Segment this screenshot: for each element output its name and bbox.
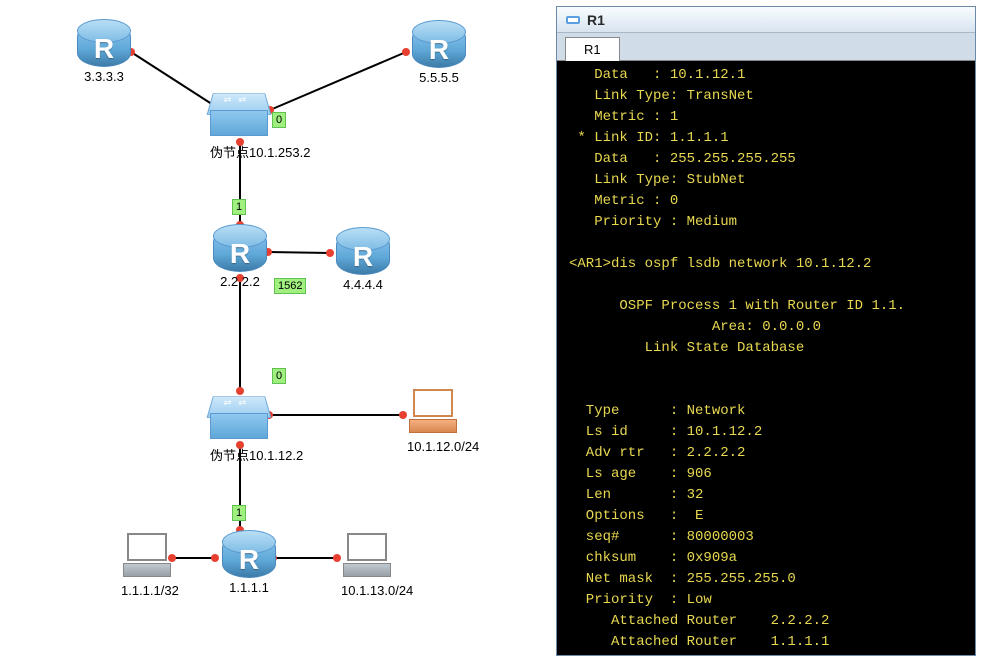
terminal-text: Data : 10.1.12.1 Link Type: TransNet Met…	[569, 65, 963, 653]
router-icon: R	[336, 231, 390, 275]
pc-pc3[interactable]: 10.1.13.0/24	[341, 533, 413, 598]
router-r3[interactable]: R 3.3.3.3	[77, 23, 131, 84]
pc-pc2[interactable]: 1.1.1.1/32	[121, 533, 179, 598]
metric-badge: 0	[272, 368, 286, 384]
metric-badge: 1562	[274, 278, 306, 294]
terminal-output[interactable]: Data : 10.1.12.1 Link Type: TransNet Met…	[557, 61, 975, 655]
router-icon: R	[77, 23, 131, 67]
pc-label: 10.1.12.0/24	[407, 439, 479, 454]
switch-icon: ⇄ ⇄	[210, 88, 268, 140]
router-r5[interactable]: R 5.5.5.5	[412, 24, 466, 85]
router-label: 1.1.1.1	[222, 580, 276, 595]
router-icon: R	[412, 24, 466, 68]
pc-icon	[121, 533, 173, 581]
metric-badge: 1	[232, 505, 246, 521]
router-icon: R	[213, 228, 267, 272]
pc-label: 10.1.13.0/24	[341, 583, 413, 598]
metric-badge: 1	[232, 199, 246, 215]
title-bar[interactable]: R1	[557, 7, 975, 33]
tab-r1[interactable]: R1	[565, 37, 620, 61]
switch-sw2[interactable]: ⇄ ⇄ 伪节点10.1.12.2	[210, 391, 303, 464]
pc-icon	[407, 389, 459, 437]
pc-label: 1.1.1.1/32	[121, 583, 179, 598]
router-label: 5.5.5.5	[412, 70, 466, 85]
metric-badge: 0	[272, 112, 286, 128]
pc-pc1[interactable]: 10.1.12.0/24	[407, 389, 479, 454]
switch-label: 伪节点10.1.12.2	[210, 445, 303, 464]
router-r2[interactable]: R 2.2.2.2	[213, 228, 267, 289]
terminal-window: R1 R1 Data : 10.1.12.1 Link Type: TransN…	[556, 6, 976, 656]
switch-sw1[interactable]: ⇄ ⇄ 伪节点10.1.253.2	[210, 88, 310, 161]
topology-canvas[interactable]: R 3.3.3.3 R 5.5.5.5 R 2.2.2.2 R 4.4.4.4 …	[0, 0, 525, 661]
router-icon: R	[222, 534, 276, 578]
router-r1[interactable]: R 1.1.1.1	[222, 534, 276, 595]
switch-label: 伪节点10.1.253.2	[210, 142, 310, 161]
tab-bar: R1	[557, 33, 975, 61]
switch-icon: ⇄ ⇄	[210, 391, 268, 443]
router-label: 3.3.3.3	[77, 69, 131, 84]
router-r4[interactable]: R 4.4.4.4	[336, 231, 390, 292]
router-label: 4.4.4.4	[336, 277, 390, 292]
pc-icon	[341, 533, 393, 581]
app-icon	[565, 12, 581, 28]
router-label: 2.2.2.2	[213, 274, 267, 289]
window-title: R1	[587, 12, 605, 28]
